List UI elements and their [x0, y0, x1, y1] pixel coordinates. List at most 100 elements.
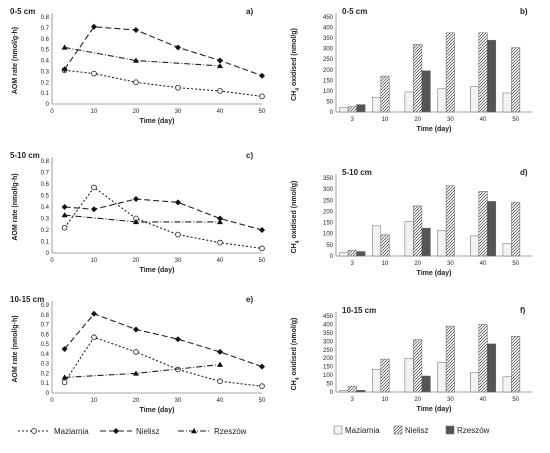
y-tick-label: 0	[46, 251, 50, 257]
bar	[487, 39, 497, 113]
bar	[413, 44, 423, 113]
y-tick-label: 0.4	[41, 352, 50, 358]
x-tick-label: 30	[175, 258, 182, 264]
x-tick-label: 20	[414, 261, 421, 267]
x-tick-label: 40	[480, 261, 487, 267]
x-axis-title: Time (day)	[140, 267, 175, 274]
x-tick-label: 10	[382, 261, 389, 267]
data-point	[91, 310, 97, 317]
data-point	[133, 326, 139, 333]
y-axis-title: CH4 oxidised (nmol/g)	[291, 318, 301, 391]
data-point	[259, 72, 265, 79]
data-point	[133, 218, 139, 225]
data-point	[133, 370, 139, 376]
series-line-0	[64, 69, 263, 97]
data-point	[175, 231, 181, 238]
legend-item-label: Nielisz	[136, 427, 160, 436]
y-tick-label: 0.2	[41, 371, 50, 377]
data-point	[259, 363, 265, 370]
data-point	[61, 204, 68, 210]
y-tick-label: 0.2	[41, 80, 50, 86]
data-point	[91, 184, 97, 191]
bar	[421, 375, 431, 393]
panel-label: d)	[520, 168, 528, 177]
chart-2: 0 0.1 0.2 0.3 0.4 0.5 0.6 0.7 0.8 0 10 20 30 40 50 Time…	[10, 151, 266, 274]
x-tick-label: 20	[133, 258, 140, 264]
y-tick-label: 0.8	[41, 159, 50, 165]
x-tick-label: 20	[133, 109, 140, 115]
data-point	[217, 57, 223, 64]
bar	[404, 221, 414, 257]
series-line-0	[64, 186, 263, 249]
y-tick-label: 0.8	[41, 313, 50, 319]
data-point	[175, 199, 181, 206]
bar	[437, 362, 447, 393]
y-tick-label: 200	[323, 68, 334, 74]
x-tick-label: 3	[351, 261, 355, 267]
data-point	[61, 44, 68, 50]
y-tick-label: 0.3	[41, 69, 50, 75]
x-axis-title: Time (day)	[417, 406, 452, 413]
y-tick-label: 200	[323, 209, 334, 215]
y-tick-label: 0.7	[41, 171, 50, 177]
x-tick-label: 30	[447, 261, 454, 267]
x-tick-label: 30	[447, 397, 454, 403]
x-tick-label: 10	[91, 109, 98, 115]
legend-marker	[113, 428, 119, 434]
chart-3: 0 50 100 150 200 250 300 350 3 10 20 30 40 50 Time (da…	[291, 168, 532, 277]
y-axis-title: AOM rate (nmol/g·h)	[12, 173, 19, 240]
bar	[404, 357, 414, 393]
data-point	[259, 93, 265, 100]
y-tick-label: 0.8	[41, 15, 50, 21]
bar	[413, 205, 423, 257]
chart-4: 0 0.1 0.2 0.3 0.4 0.5 0.6 0.7 0.8 0.9 0 10 20 30 40 50 T…	[10, 295, 266, 414]
y-tick-label: 300	[323, 187, 334, 193]
bar	[421, 227, 431, 257]
x-tick-label: 20	[414, 117, 421, 123]
bar-legend: Maziarnia Nielisz Rzeszów	[333, 425, 490, 435]
bar	[347, 250, 357, 257]
data-point	[61, 224, 68, 231]
y-tick-label: 50	[326, 243, 333, 249]
y-tick-label: 300	[323, 47, 334, 53]
y-tick-label: 0.1	[41, 381, 50, 387]
x-tick-label: 3	[351, 397, 355, 403]
panel-label: c)	[246, 151, 253, 160]
data-point	[133, 349, 139, 355]
depth-label: 10-15 cm	[10, 295, 44, 304]
y-tick-label: 0.4	[41, 59, 50, 65]
bar	[470, 235, 480, 257]
x-tick-label: 0	[50, 258, 54, 264]
data-point	[133, 27, 139, 34]
data-point	[217, 88, 223, 94]
bar	[478, 191, 488, 257]
x-tick-label: 0	[50, 398, 54, 404]
bar	[511, 47, 521, 113]
chart-5: 0 50 100 150 200 250 300 350 400 450 3 10 20 30 40 50 Ti…	[291, 306, 532, 413]
y-tick-label: 0.1	[41, 91, 50, 97]
x-tick-label: 40	[480, 117, 487, 123]
x-tick-label: 40	[480, 397, 487, 403]
legend-item-label: Rzeszów	[457, 426, 490, 435]
x-tick-label: 10	[91, 258, 98, 264]
y-tick-label: 0.9	[41, 303, 50, 309]
y-tick-label: 100	[323, 232, 334, 238]
data-point	[91, 334, 97, 341]
legend-bar-swatch	[333, 425, 343, 435]
x-tick-label: 50	[512, 261, 519, 267]
bar	[470, 86, 480, 113]
bar	[380, 75, 390, 113]
depth-label: 5-10 cm	[342, 168, 372, 177]
line-legend: Maziarnia Nielisz Rzeszów	[18, 427, 247, 436]
data-point	[259, 383, 265, 390]
panel-label: b)	[520, 7, 528, 16]
bar	[445, 185, 455, 257]
bar	[339, 107, 349, 113]
data-point	[133, 57, 139, 63]
chart-0: 0 0.1 0.2 0.3 0.4 0.5 0.6 0.7 0.8 0 10 20 30 40 50 Time…	[10, 7, 266, 125]
x-axis-title: Time (day)	[417, 126, 452, 133]
x-tick-label: 0	[50, 109, 54, 115]
bar	[347, 385, 357, 393]
y-tick-label: 100	[323, 89, 334, 95]
